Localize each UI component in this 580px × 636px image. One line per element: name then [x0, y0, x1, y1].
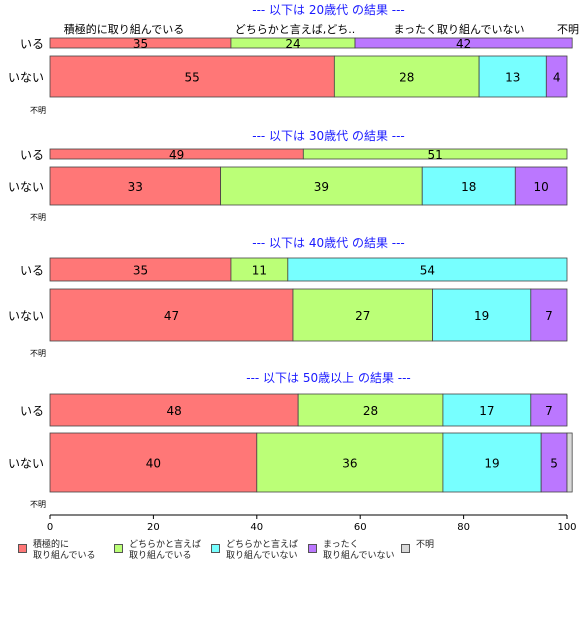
bar-segment — [297, 393, 444, 427]
bar-segment — [545, 55, 568, 98]
category-label: 不明 — [30, 349, 46, 358]
bar-segment — [530, 288, 568, 342]
legend-label: どちらかと言えば 取り組んでいない — [226, 540, 299, 561]
legend-label: どちらかと言えば 取り組んでいる — [129, 540, 202, 561]
legend-item: どちらかと言えば 取り組んでいる — [114, 540, 201, 562]
legend-item: 不明 — [401, 540, 434, 553]
category-label: 不明 — [30, 500, 46, 509]
data-label: 11 — [252, 264, 267, 278]
bar-segment — [432, 288, 532, 342]
bar-segment — [530, 393, 568, 427]
data-label: 5 — [550, 457, 558, 471]
category-label: 不明 — [30, 106, 46, 115]
panel-title: --- 以下は 50歳以上 の結果 --- — [246, 371, 411, 385]
data-label: 49 — [169, 148, 184, 162]
x-tick-label: 40 — [250, 522, 263, 533]
bar-segment — [354, 37, 573, 49]
legend-swatch — [308, 544, 317, 553]
x-tick-label: 100 — [557, 522, 576, 533]
data-label: 39 — [314, 180, 329, 194]
data-label: 27 — [355, 309, 370, 323]
data-label: 48 — [166, 404, 181, 418]
category-label: 不明 — [30, 213, 46, 222]
bar-segment — [421, 166, 516, 206]
data-label: 10 — [534, 180, 549, 194]
x-tick-label: 20 — [147, 522, 160, 533]
x-tick-label: 0 — [47, 522, 53, 533]
data-label: 33 — [128, 180, 143, 194]
category-label: いない — [8, 180, 44, 194]
legend-swatch — [114, 544, 123, 553]
category-label: いる — [20, 264, 44, 278]
panel-title: --- 以下は 40歳代 の結果 --- — [252, 236, 405, 250]
legend-item: まったく 取り組んでいない — [308, 540, 395, 562]
bar-segment — [540, 432, 568, 493]
bar-segment — [442, 393, 532, 427]
data-label: 7 — [545, 404, 553, 418]
bar-segment — [49, 166, 222, 206]
segment-caption: 積極的に取り組んでいる — [64, 22, 184, 36]
data-label: 13 — [505, 71, 520, 85]
data-label: 47 — [164, 309, 179, 323]
bar-segment — [287, 257, 568, 282]
x-tick-label: 80 — [457, 522, 470, 533]
data-label: 7 — [545, 309, 553, 323]
segment-caption: まったく取り組んでいない — [393, 23, 524, 36]
data-label: 51 — [428, 148, 443, 162]
panel-title: --- 以下は 30歳代 の結果 --- — [252, 129, 405, 143]
chart-legend: 積極的に 取り組んでいる どちらかと言えば 取り組んでいる どちらかと言えば 取… — [18, 540, 578, 570]
bar-segment — [514, 166, 568, 206]
data-label: 4 — [553, 71, 561, 85]
legend-item: 積極的に 取り組んでいる — [18, 540, 96, 562]
legend-swatch — [211, 544, 220, 553]
data-label: 54 — [420, 264, 435, 278]
bar-segment — [49, 432, 258, 493]
category-label: いない — [8, 71, 44, 85]
data-label: 35 — [133, 264, 148, 278]
category-label: いない — [8, 457, 44, 471]
data-label: 36 — [342, 457, 357, 471]
category-label: いない — [8, 309, 44, 323]
category-label: いる — [20, 404, 44, 418]
segment-caption: どちらかと言えば,どち.. — [235, 23, 356, 36]
legend-label: 積極的に 取り組んでいる — [33, 540, 96, 561]
legend-item: どちらかと言えば 取り組んでいない — [211, 540, 298, 562]
data-label: 55 — [185, 71, 200, 85]
x-tick-label: 60 — [354, 522, 367, 533]
bar-segment — [292, 288, 433, 342]
data-label: 17 — [479, 404, 494, 418]
legend-swatch — [18, 544, 27, 553]
data-label: 24 — [285, 37, 300, 51]
data-label: 35 — [133, 37, 148, 51]
data-label: 28 — [399, 71, 414, 85]
data-label: 42 — [456, 37, 471, 51]
legend-label: まったく 取り組んでいない — [323, 540, 395, 561]
bar-segment — [49, 393, 299, 427]
bar-segment — [49, 55, 335, 98]
category-label: いる — [20, 37, 44, 51]
bar-segment — [302, 148, 568, 160]
legend-label: 不明 — [416, 540, 435, 550]
data-label: 28 — [363, 404, 378, 418]
bar-segment — [49, 288, 294, 342]
segment-caption: 不明 — [557, 23, 579, 36]
panel-title: --- 以下は 20歳代 の結果 --- — [252, 3, 405, 17]
data-label: 40 — [146, 457, 161, 471]
data-label: 19 — [484, 457, 499, 471]
legend-swatch — [401, 544, 410, 553]
data-label: 18 — [461, 180, 476, 194]
data-label: 19 — [474, 309, 489, 323]
bar-segment — [220, 166, 423, 206]
bar-segment — [566, 432, 573, 493]
category-label: いる — [20, 148, 44, 162]
